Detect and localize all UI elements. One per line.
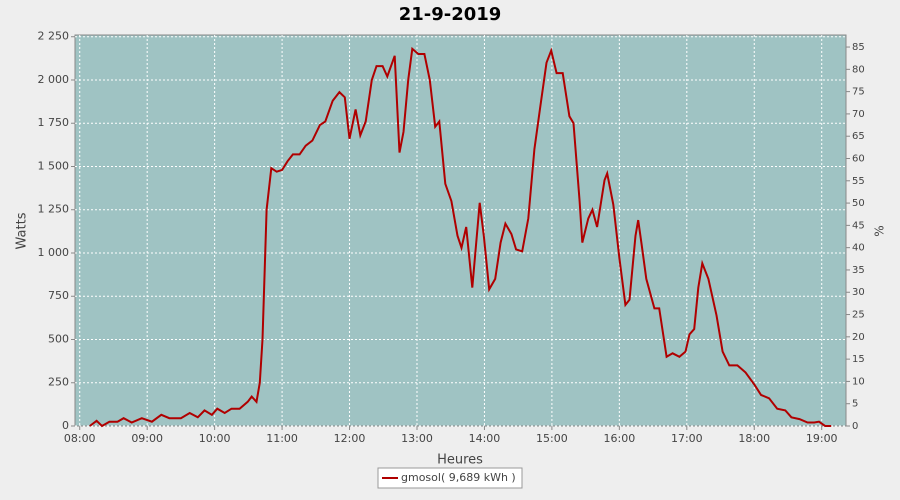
y2-tick-label: 15 <box>852 354 865 365</box>
y2-tick-label: 70 <box>852 109 865 120</box>
plot-area <box>74 34 847 427</box>
y2-tick-label: 5 <box>852 399 858 410</box>
y2-tick-label: 20 <box>852 332 865 343</box>
series-line <box>89 46 832 428</box>
y-axis-label: Watts <box>15 212 30 249</box>
y2-axis-label: % <box>873 225 887 236</box>
x-tick-label: 17:00 <box>671 432 703 445</box>
x-tick-label: 15:00 <box>536 432 568 445</box>
x-tick-label: 08:00 <box>64 432 96 445</box>
y2-tick-label: 45 <box>852 220 865 231</box>
x-tick-label: 09:00 <box>131 432 163 445</box>
x-tick-label: 14:00 <box>469 432 501 445</box>
x-tick-label: 11:00 <box>266 432 298 445</box>
y2-tick-label: 85 <box>852 42 865 53</box>
y2-tick-label: 75 <box>852 87 865 98</box>
y-tick-label: 1 500 <box>38 159 70 172</box>
y-tick-label: 750 <box>48 289 69 302</box>
y-tick-label: 500 <box>48 332 69 345</box>
y2-tick-label: 40 <box>852 243 865 254</box>
y-tick-label: 250 <box>48 376 69 389</box>
x-tick-label: 12:00 <box>334 432 366 445</box>
legend-box <box>377 467 523 489</box>
y2-tick-label: 30 <box>852 287 865 298</box>
y-tick-label: 1 000 <box>38 246 70 259</box>
y2-tick-label: 65 <box>852 131 865 142</box>
y2-tick-label: 0 <box>852 421 858 432</box>
x-tick-label: 10:00 <box>199 432 231 445</box>
legend-label: gmosol( 9,689 kWh ) <box>401 471 516 484</box>
y-tick-label: 0 <box>62 419 69 432</box>
y2-tick-label: 35 <box>852 265 865 276</box>
x-tick-label: 19:00 <box>806 432 838 445</box>
x-axis-label: Heures <box>437 453 483 468</box>
y-tick-label: 1 250 <box>38 203 70 216</box>
x-tick-label: 16:00 <box>604 432 636 445</box>
y2-tick-label: 55 <box>852 176 865 187</box>
chart-title: 21-9-2019 <box>399 4 502 25</box>
y2-tick-label: 60 <box>852 153 865 164</box>
x-tick-label: 18:00 <box>738 432 770 445</box>
x-tick-label: 13:00 <box>401 432 433 445</box>
y2-tick-label: 25 <box>852 310 865 321</box>
y2-tick-label: 80 <box>852 64 865 75</box>
y2-tick-label: 50 <box>852 198 865 209</box>
y2-tick-label: 10 <box>852 376 865 387</box>
y-tick-label: 2 250 <box>38 30 70 43</box>
y-tick-label: 1 750 <box>38 116 70 129</box>
y-tick-label: 2 000 <box>38 73 70 86</box>
